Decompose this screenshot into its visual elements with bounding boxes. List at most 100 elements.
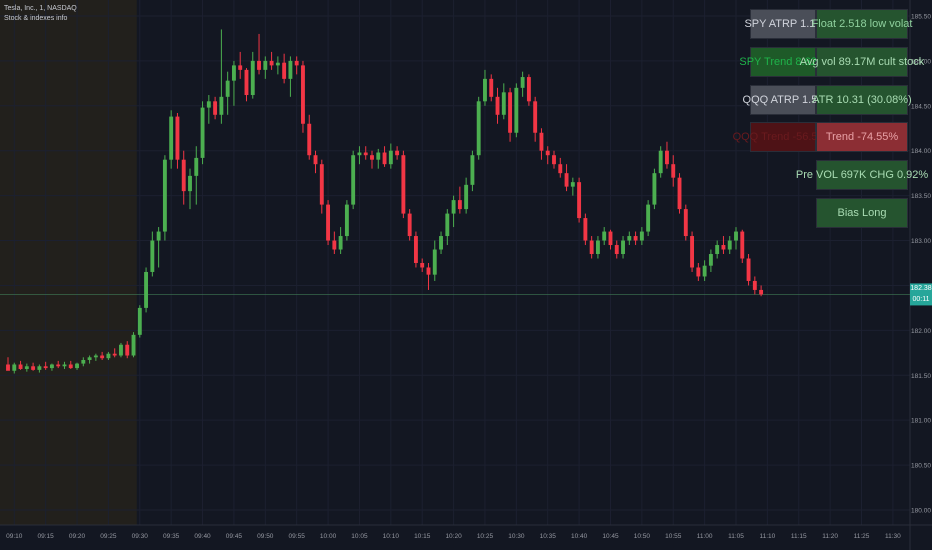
table-cell-stock: Bias Long	[816, 198, 908, 228]
candle-body	[508, 92, 513, 133]
candle-body	[156, 231, 161, 241]
candle-body	[665, 150, 669, 165]
y-tick-label: 181.50	[911, 373, 931, 380]
candle-body	[696, 267, 701, 277]
candle-body	[294, 60, 299, 66]
candle-body	[332, 240, 337, 250]
candle-body	[219, 96, 224, 115]
x-tick-label: 10:35	[540, 533, 557, 540]
candle-body	[627, 236, 632, 241]
candle-body	[602, 231, 607, 241]
bar-countdown-tag: 00:11	[912, 296, 930, 304]
x-tick-label: 11:00	[697, 533, 713, 540]
x-tick-label: 11:10	[759, 533, 775, 540]
candle-body	[677, 177, 682, 210]
candle-body	[577, 182, 582, 219]
table-cell-index: QQQ Trend -56.59%	[733, 122, 833, 152]
candle-body	[269, 60, 274, 66]
candle-body	[595, 240, 600, 255]
candle-body	[6, 364, 10, 371]
candle-body	[489, 78, 494, 97]
x-tick-label: 09:25	[100, 533, 117, 540]
candle-body	[401, 155, 406, 214]
candle-body	[740, 231, 745, 259]
candle-body	[570, 182, 575, 187]
candle-body	[420, 262, 425, 268]
y-tick-label: 180.00	[911, 508, 931, 515]
x-tick-label: 09:35	[163, 533, 180, 540]
candle-body	[68, 364, 73, 369]
candle-body	[351, 155, 356, 205]
table-cell-stock: Avg vol 89.17M cult stock	[800, 47, 924, 77]
x-tick-label: 09:40	[194, 533, 211, 540]
candle-body	[483, 78, 487, 102]
candle-body	[56, 364, 61, 367]
x-tick-label: 09:15	[38, 533, 55, 540]
candle-body	[344, 204, 349, 237]
candle-body	[583, 218, 588, 241]
candle-body	[633, 236, 638, 241]
candle-body	[200, 107, 205, 158]
candle-body	[37, 366, 42, 370]
candle-body	[244, 69, 249, 96]
candle-body	[131, 334, 136, 356]
candle-body	[319, 164, 324, 205]
x-tick-label: 09:55	[289, 533, 306, 540]
table-cell-index: SPY ATRP 1.12	[744, 9, 822, 39]
candle-body	[646, 204, 651, 232]
candle-body	[426, 267, 431, 275]
last-price-tag: 182.38	[910, 285, 932, 293]
x-tick-label: 10:50	[634, 533, 651, 540]
candle-body	[313, 155, 318, 165]
candle-body	[708, 254, 713, 266]
candle-body	[194, 157, 199, 176]
candle-body	[470, 155, 475, 185]
candle-body	[552, 155, 556, 165]
x-tick-label: 10:30	[508, 533, 525, 540]
x-tick-label: 10:00	[320, 533, 337, 540]
candle-body	[545, 150, 550, 156]
table-cell-index: QQQ ATRP 1.51	[743, 85, 823, 115]
x-tick-label: 10:20	[445, 533, 462, 540]
candle-body	[721, 245, 726, 250]
candle-body	[225, 80, 230, 97]
candle-body	[683, 209, 688, 237]
candle-body	[231, 65, 236, 81]
candle-body	[413, 236, 418, 263]
y-tick-label: 183.50	[911, 193, 931, 200]
y-tick-label: 184.00	[911, 148, 931, 155]
candle-body	[514, 87, 519, 133]
candle-body	[93, 355, 98, 358]
candle-body	[162, 159, 167, 232]
candle-body	[451, 200, 456, 214]
candle-body	[457, 200, 462, 210]
candle-body	[24, 366, 29, 369]
candle-body	[18, 364, 23, 369]
candle-body	[370, 155, 374, 160]
x-tick-label: 11:30	[885, 533, 901, 540]
table-cell-stock: ATR 10.31 (30.08%)	[812, 85, 912, 115]
x-tick-label: 10:10	[383, 533, 400, 540]
candle-body	[150, 240, 155, 272]
candle-body	[288, 60, 293, 79]
x-tick-label: 09:50	[257, 533, 274, 540]
candle-body	[363, 152, 368, 156]
candle-body	[526, 77, 531, 102]
candle-body	[250, 60, 255, 96]
candle-body	[169, 116, 174, 160]
indicator-title: Stock & indexes info	[4, 15, 68, 22]
candle-body	[43, 366, 48, 369]
candle-body	[658, 150, 663, 174]
y-tick-label: 185.50	[911, 13, 931, 20]
candle-body	[282, 62, 287, 79]
candle-body	[257, 60, 261, 70]
candle-body	[558, 164, 563, 174]
x-tick-label: 09:10	[6, 533, 23, 540]
x-tick-label: 09:30	[132, 533, 149, 540]
x-tick-label: 10:55	[665, 533, 682, 540]
candle-body	[307, 123, 312, 156]
candle-body	[376, 152, 381, 160]
y-tick-label: 180.50	[911, 463, 931, 470]
candle-body	[395, 150, 400, 156]
